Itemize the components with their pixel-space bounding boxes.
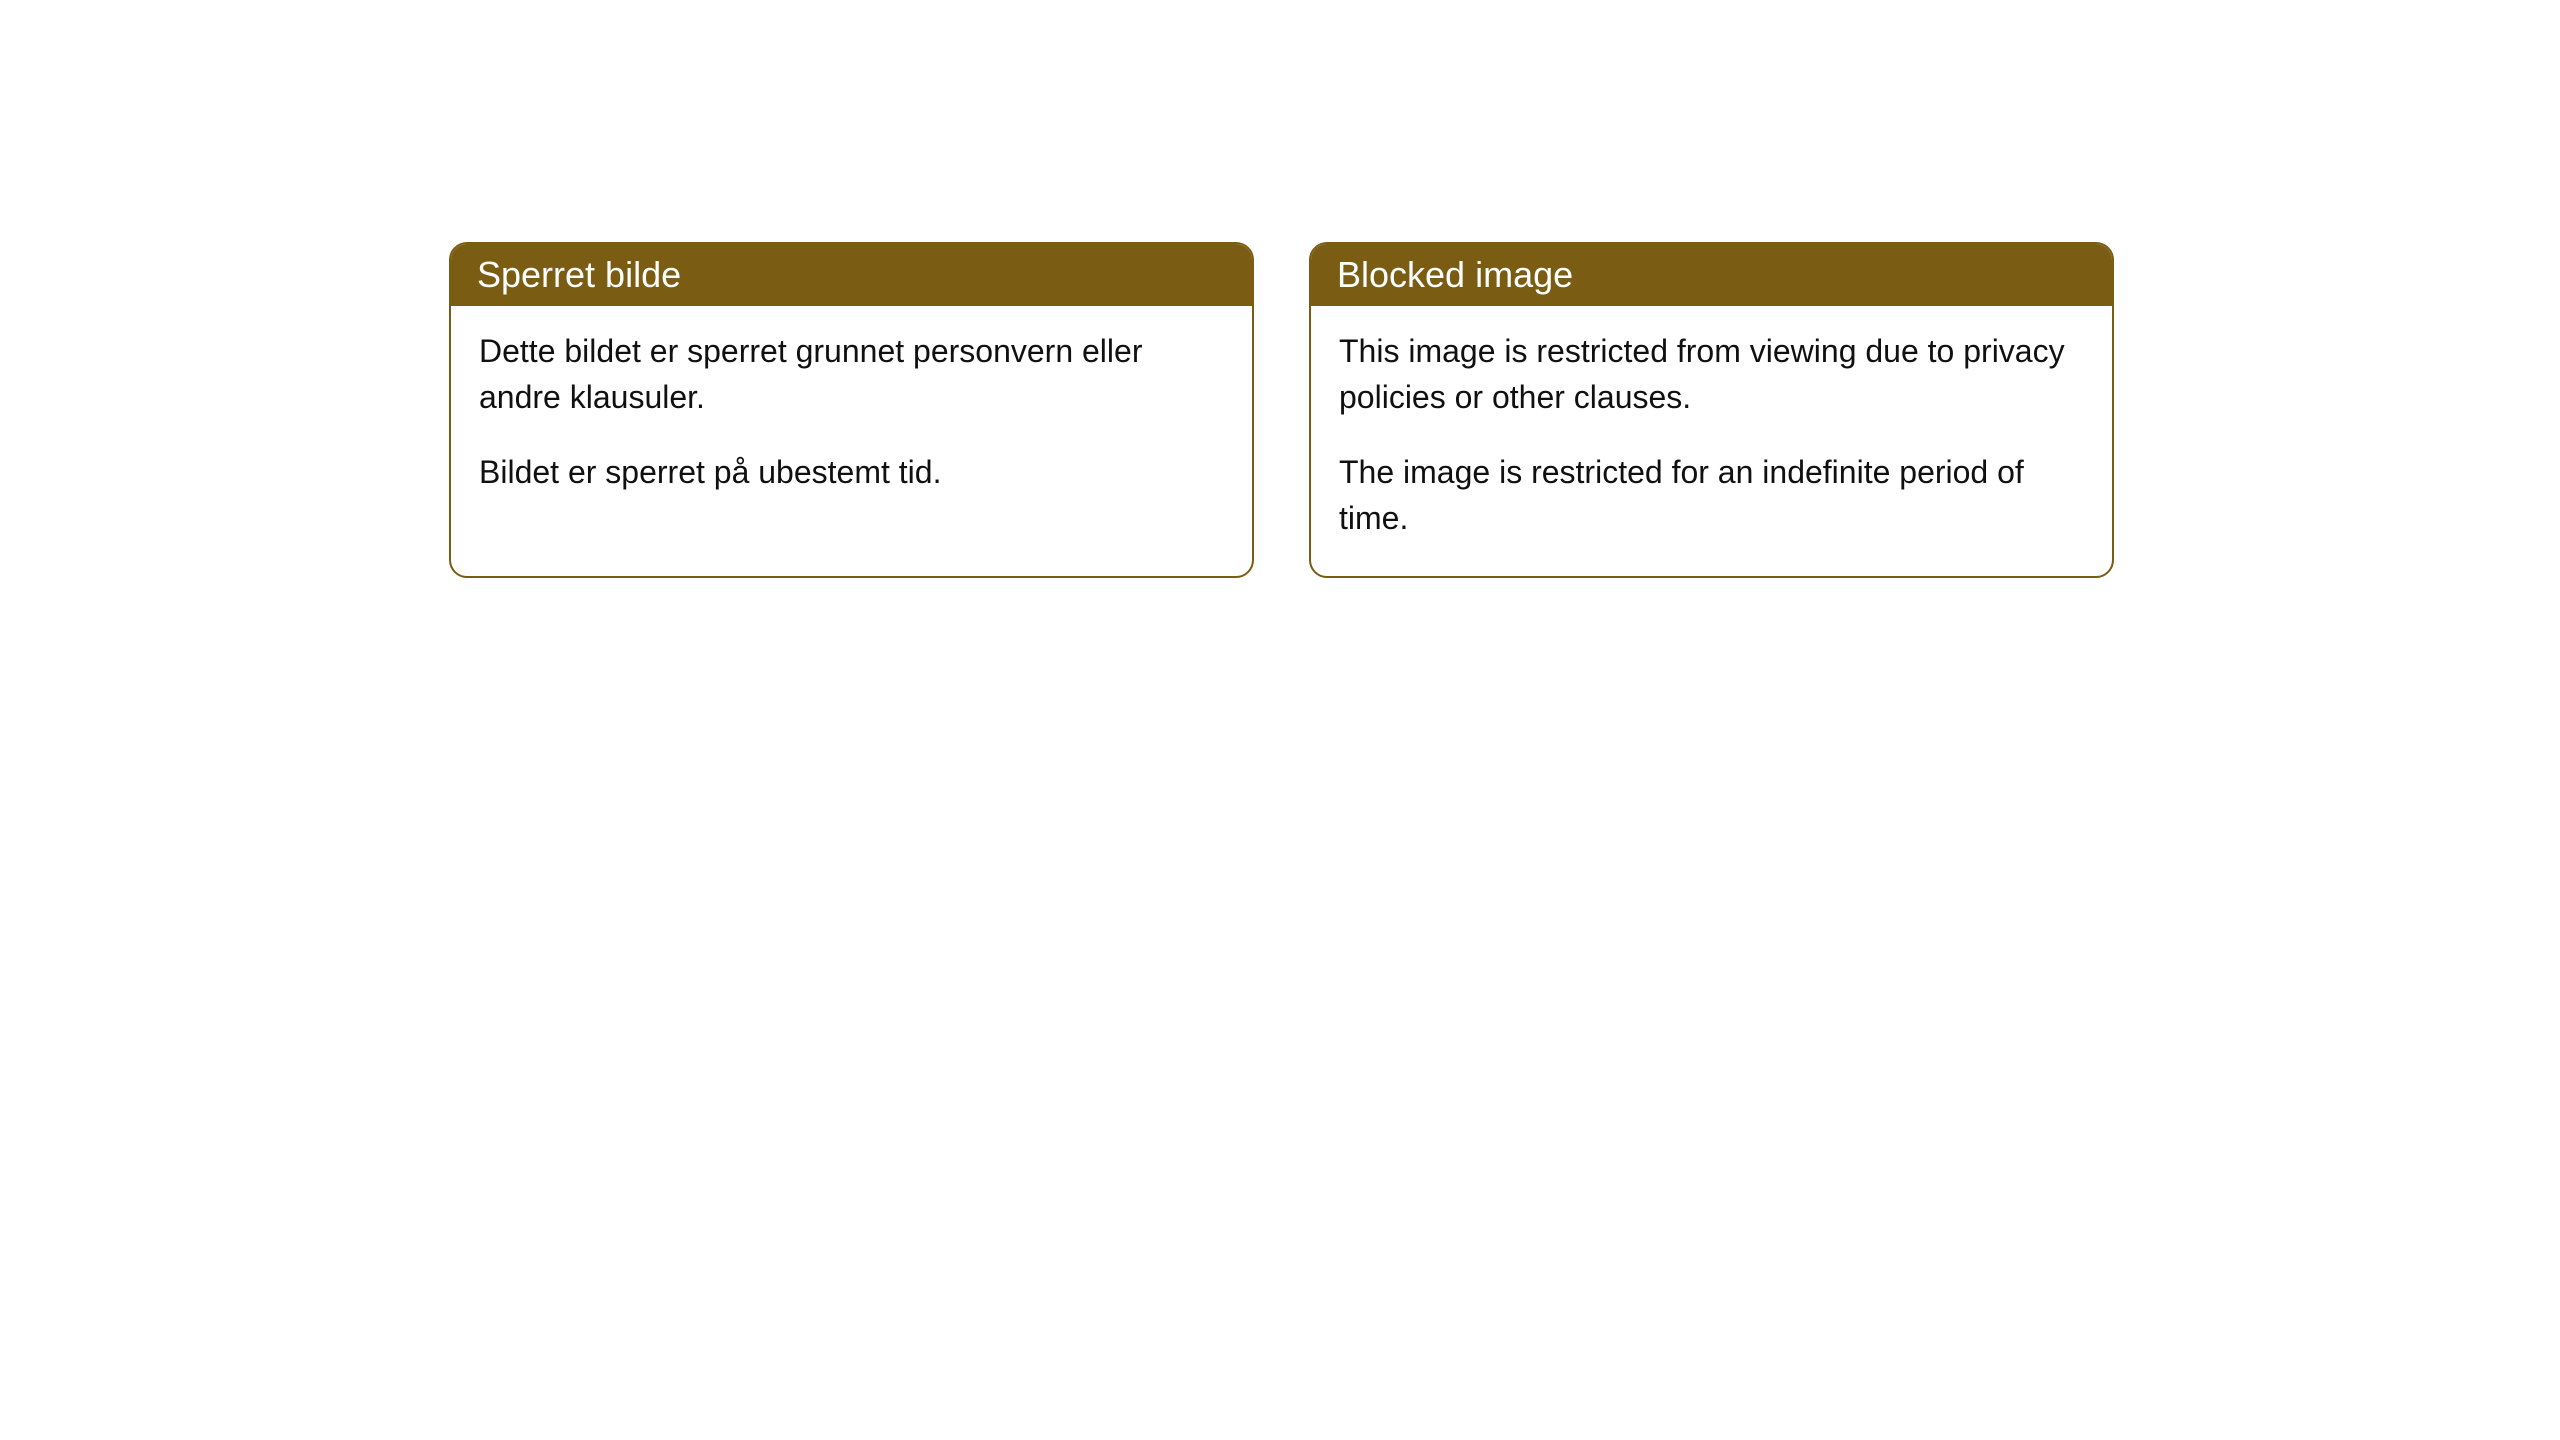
notice-card-norwegian: Sperret bilde Dette bildet er sperret gr…: [449, 242, 1254, 578]
notice-body: This image is restricted from viewing du…: [1311, 306, 2112, 576]
notice-paragraph: This image is restricted from viewing du…: [1339, 328, 2084, 421]
notice-paragraph: Dette bildet er sperret grunnet personve…: [479, 328, 1224, 421]
notice-card-english: Blocked image This image is restricted f…: [1309, 242, 2114, 578]
notice-header: Sperret bilde: [451, 244, 1252, 306]
notice-header: Blocked image: [1311, 244, 2112, 306]
notice-paragraph: Bildet er sperret på ubestemt tid.: [479, 449, 1224, 495]
notice-paragraph: The image is restricted for an indefinit…: [1339, 449, 2084, 542]
notice-body: Dette bildet er sperret grunnet personve…: [451, 306, 1252, 529]
notice-cards-container: Sperret bilde Dette bildet er sperret gr…: [449, 242, 2114, 578]
